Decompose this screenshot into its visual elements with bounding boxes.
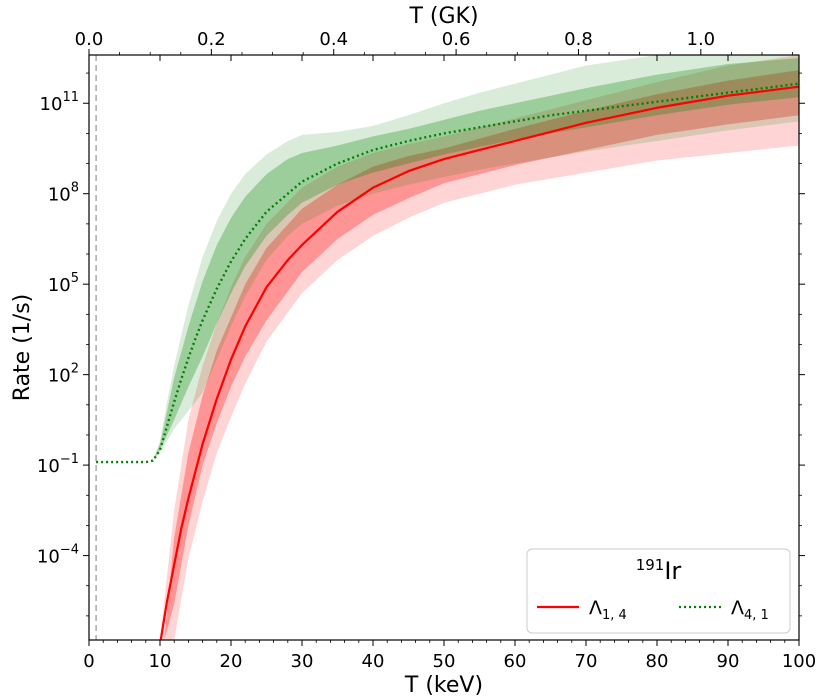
y-tick-label: 10−4 — [37, 543, 79, 568]
legend-label-lambda-1-4: Λ1, 4 — [589, 597, 627, 623]
y-axis-title: Rate (1/s) — [10, 294, 35, 401]
series-line-lambda-4-1 — [96, 82, 799, 464]
band-lambda-1-4-inner — [164, 70, 799, 640]
top-tick-label: 0.2 — [197, 29, 226, 50]
x-tick-label: 20 — [220, 651, 243, 672]
band-lambda-4-1-inner — [152, 58, 799, 461]
legend: 191Ir Λ1, 4 Λ4, 1 — [526, 548, 791, 634]
y-tick-label: 10−1 — [37, 452, 79, 477]
x-tick-label: 100 — [782, 651, 816, 672]
y-tick-label: 1011 — [40, 90, 79, 115]
series-line-lambda-1-4 — [159, 85, 799, 640]
x-tick-label: 10 — [149, 651, 172, 672]
x-axis-title: T (keV) — [404, 673, 483, 698]
legend-label-lambda-4-1: Λ4, 1 — [731, 597, 769, 623]
top-tick-label: 0.8 — [564, 29, 593, 50]
uncertainty-bands — [152, 55, 799, 640]
legend-title: 191Ir — [636, 556, 682, 585]
x-tick-label: 80 — [646, 651, 669, 672]
x-tick-label: 90 — [717, 651, 740, 672]
top-tick-label: 1.0 — [687, 29, 716, 50]
x-tick-label: 70 — [575, 651, 598, 672]
y-tick-label: 105 — [48, 271, 79, 296]
series-lines — [95, 55, 799, 640]
band-lambda-4-1-outer — [152, 55, 799, 461]
top-tick-label: 0.4 — [319, 29, 348, 50]
x-tick-label: 40 — [362, 651, 385, 672]
axes: 0 10 20 30 40 50 60 70 80 90 100 0.0 0.2 0.4 0.6 0.8 1.0… — [10, 4, 816, 698]
x-tick-label: 50 — [433, 651, 456, 672]
y-tick-label: 102 — [48, 362, 79, 387]
y-tick-label: 108 — [48, 181, 79, 206]
top-axis-title: T (GK) — [408, 4, 478, 29]
x-tick-label: 30 — [291, 651, 314, 672]
x-tick-label: 0 — [83, 651, 94, 672]
top-tick-label: 0.6 — [442, 29, 471, 50]
x-tick-label: 60 — [504, 651, 527, 672]
legend-box — [526, 548, 791, 634]
top-tick-label: 0.0 — [75, 29, 104, 50]
band-lambda-1-4-outer — [160, 55, 799, 640]
